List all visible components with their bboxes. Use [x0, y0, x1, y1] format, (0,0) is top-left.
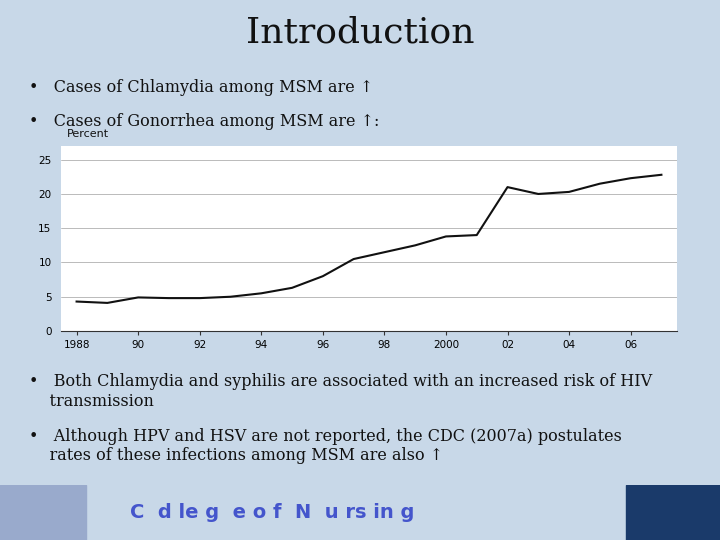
Text: Introduction: Introduction	[246, 16, 474, 50]
Bar	[626, 485, 720, 540]
Text: •   Cases of Gonorrhea among MSM are ↑:: • Cases of Gonorrhea among MSM are ↑:	[29, 113, 379, 130]
Bar	[0, 485, 86, 540]
Text: •   Although HPV and HSV are not reported, the CDC (2007a) postulates
    rates : • Although HPV and HSV are not reported,…	[29, 428, 621, 464]
Text: Percent: Percent	[68, 129, 109, 139]
Text: •   Cases of Chlamydia among MSM are ↑: • Cases of Chlamydia among MSM are ↑	[29, 79, 373, 96]
Text: C  d le g  e o f  N  u rs in g: C d le g e o f N u rs in g	[130, 503, 414, 522]
Text: •   Both Chlamydia and syphilis are associated with an increased risk of HIV
   : • Both Chlamydia and syphilis are associ…	[29, 373, 652, 409]
